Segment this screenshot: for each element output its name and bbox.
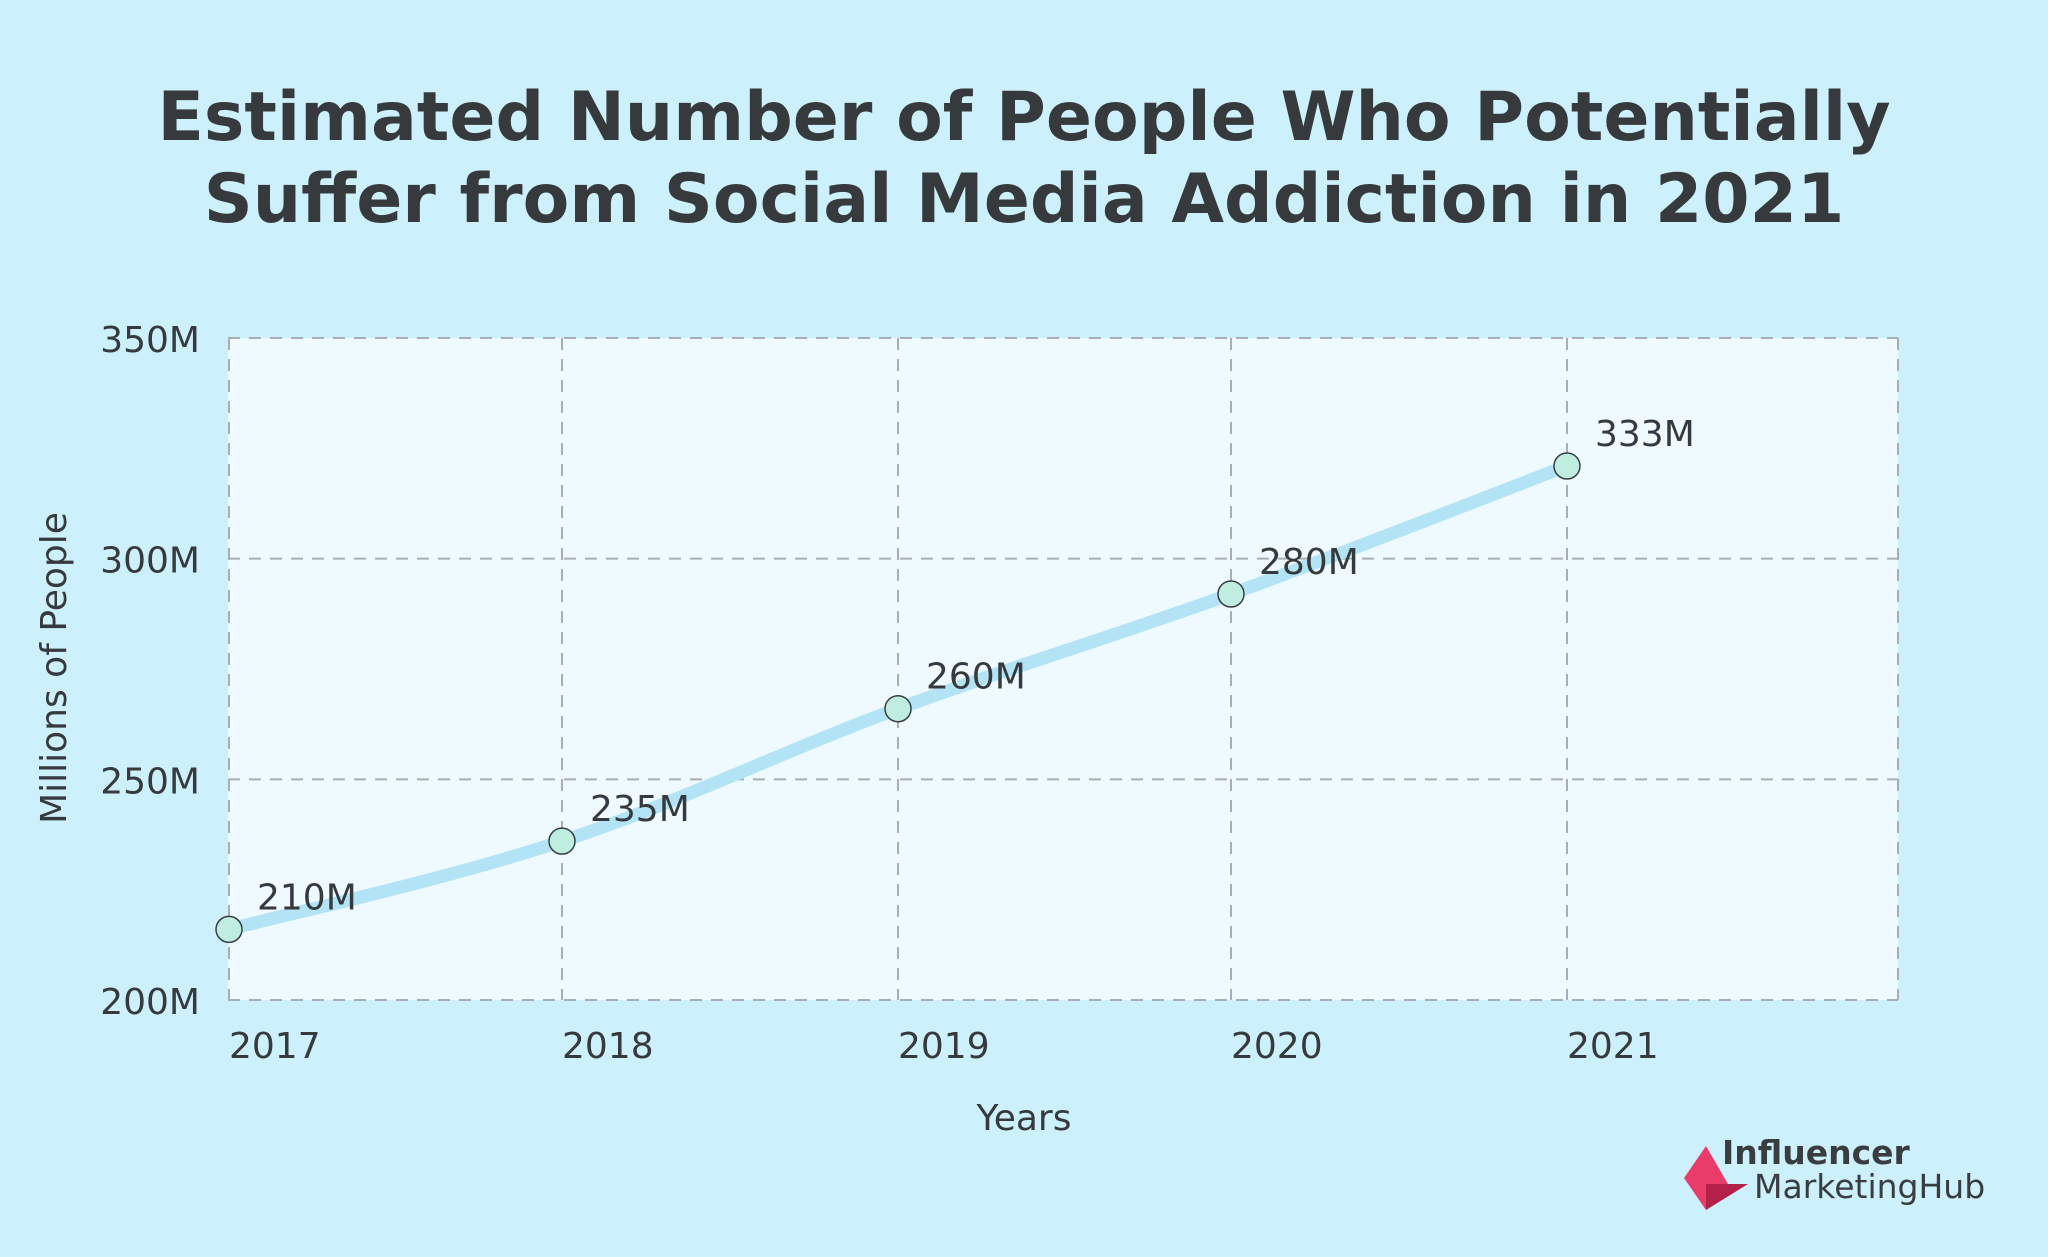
y-tick-label: 350M	[100, 320, 200, 361]
grid-lines	[228, 337, 1899, 1001]
y-tick-label: 250M	[100, 761, 200, 802]
data-label: 260M	[926, 657, 1026, 698]
data-label: 210M	[257, 877, 357, 918]
plot-area	[228, 338, 1898, 1000]
x-tick-label: 2018	[562, 1026, 654, 1067]
y-tick-labels: 200M 250M 300M 350M	[100, 320, 200, 1023]
data-point	[1553, 452, 1581, 480]
x-tick-label: 2017	[229, 1026, 321, 1067]
chart-title-line-2: Suffer from Social Media Addiction in 20…	[203, 160, 1845, 239]
chart-title-line-1: Estimated Number of People Who Potential…	[157, 78, 1891, 157]
x-tick-label: 2021	[1567, 1026, 1659, 1067]
y-tick-label: 200M	[100, 982, 200, 1023]
y-axis-label: Millions of People	[34, 512, 75, 824]
data-point	[1217, 580, 1245, 608]
data-point	[215, 915, 243, 944]
data-label: 235M	[590, 789, 690, 830]
x-axis-label: Years	[976, 1098, 1072, 1139]
data-label: 333M	[1595, 414, 1695, 455]
logo-mark-icon	[1684, 1146, 1748, 1210]
data-labels: 210M 235M 260M 280M 333M	[257, 414, 1695, 918]
data-point	[884, 694, 912, 723]
x-tick-label: 2019	[898, 1026, 990, 1067]
influencer-marketing-hub-logo: Influencer MarketingHub	[1682, 1134, 2022, 1214]
series-markers	[215, 452, 1581, 944]
brand-line-1: Influencer	[1722, 1133, 1910, 1172]
data-label: 280M	[1259, 542, 1359, 583]
data-point	[548, 827, 576, 855]
y-tick-label: 300M	[100, 541, 200, 582]
x-tick-labels: 2017 2018 2019 2020 2021	[229, 1026, 1659, 1067]
x-tick-label: 2020	[1231, 1026, 1323, 1067]
brand-line-2: MarketingHub	[1754, 1167, 1986, 1206]
